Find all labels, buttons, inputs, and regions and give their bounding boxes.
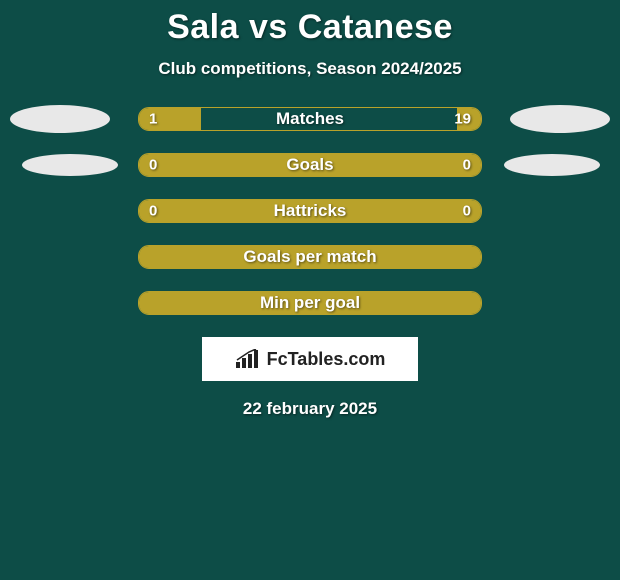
stat-bar: Goals per match: [138, 245, 482, 269]
stat-label: Matches: [276, 109, 344, 129]
stat-label: Goals per match: [243, 247, 376, 267]
stat-value-left: 0: [149, 157, 157, 174]
stat-label: Min per goal: [260, 293, 360, 313]
subtitle: Club competitions, Season 2024/2025: [0, 59, 620, 79]
stat-row-goals-per-match: Goals per match: [0, 245, 620, 269]
player-left-ellipse: [10, 105, 110, 133]
stat-bar: 0 Hattricks 0: [138, 199, 482, 223]
stat-value-right: 0: [463, 203, 471, 220]
stat-label: Goals: [286, 155, 333, 175]
stat-value-right: 19: [454, 111, 471, 128]
player-left-ellipse: [22, 154, 118, 176]
stat-bar: Min per goal: [138, 291, 482, 315]
source-logo-box[interactable]: FcTables.com: [202, 337, 418, 381]
source-logo-text: FcTables.com: [267, 349, 386, 370]
player-right-ellipse: [504, 154, 600, 176]
page-title: Sala vs Catanese: [0, 8, 620, 47]
stat-value-left: 1: [149, 111, 157, 128]
stat-value-left: 0: [149, 203, 157, 220]
stat-row-hattricks: 0 Hattricks 0: [0, 199, 620, 223]
bar-chart-icon: [235, 349, 261, 369]
stat-bar: 0 Goals 0: [138, 153, 482, 177]
stat-value-right: 0: [463, 157, 471, 174]
stat-label: Hattricks: [274, 201, 347, 221]
stats-rows: 1 Matches 19 0 Goals 0 0 Hattricks 0: [0, 107, 620, 315]
date-text: 22 february 2025: [0, 399, 620, 419]
comparison-widget: Sala vs Catanese Club competitions, Seas…: [0, 0, 620, 419]
player-right-ellipse: [510, 105, 610, 133]
stat-bar: 1 Matches 19: [138, 107, 482, 131]
stat-row-min-per-goal: Min per goal: [0, 291, 620, 315]
stat-row-matches: 1 Matches 19: [0, 107, 620, 131]
stat-row-goals: 0 Goals 0: [0, 153, 620, 177]
